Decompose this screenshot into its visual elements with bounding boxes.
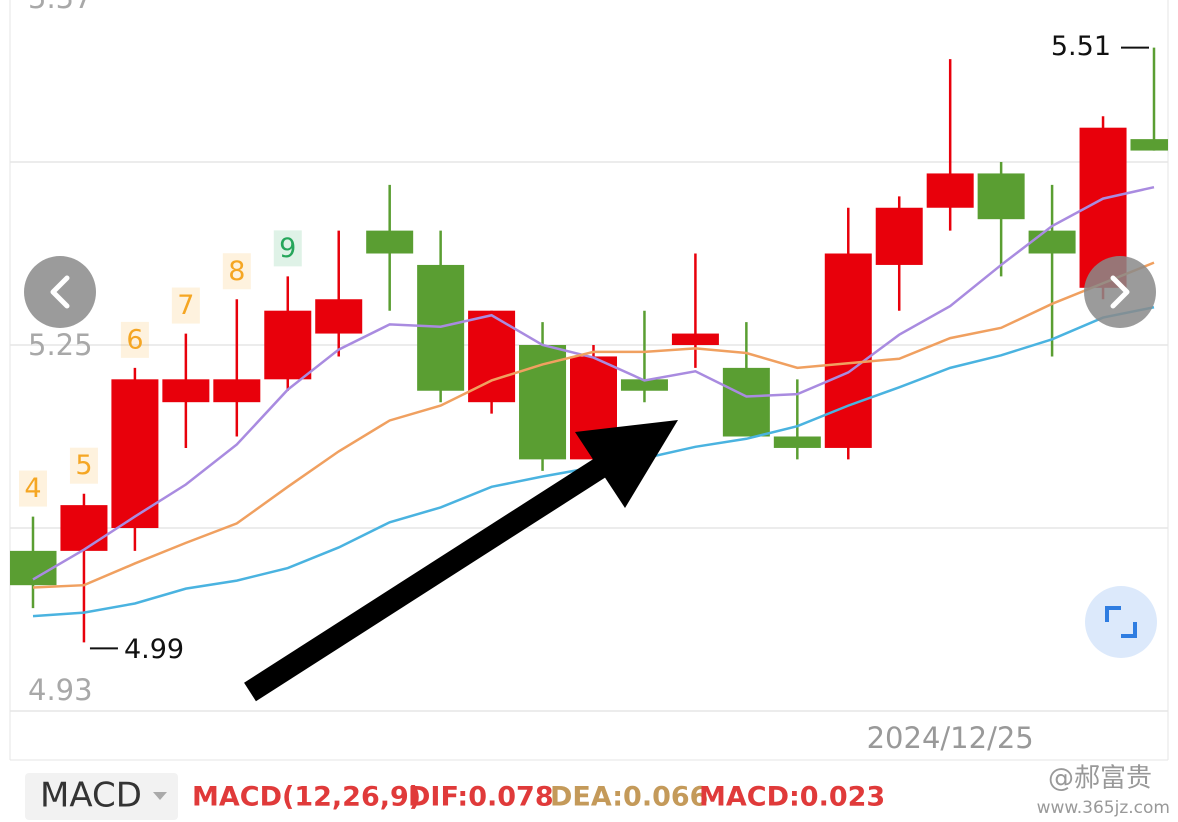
candle-body <box>722 367 770 437</box>
expand-icon[interactable] <box>1105 606 1121 622</box>
indicator-selector[interactable]: MACD <box>25 773 178 820</box>
candle-body <box>10 550 57 586</box>
td-label: 8 <box>228 256 245 287</box>
candle-body <box>977 173 1025 220</box>
labels: 4.93 5.25 5.57 2024/12/25 5.51 4.99 4 5 6 7 8 9 <box>19 0 1149 755</box>
candle-body <box>926 173 974 208</box>
macd-params: MACD(12,26,9) <box>192 782 421 813</box>
candle-body <box>111 379 159 528</box>
candle-body <box>671 333 719 345</box>
dif-value: DIF:0.078 <box>408 782 554 813</box>
selector-text[interactable]: MACD <box>40 776 142 816</box>
arrow-shaft <box>244 445 626 702</box>
td-label-bg <box>120 321 149 358</box>
y-tick-label: 4.93 <box>28 673 93 707</box>
expand-button-bg[interactable] <box>1085 586 1157 658</box>
y-tick-label: 5.57 <box>28 0 93 15</box>
x-tick-label: 2024/12/25 <box>867 721 1034 755</box>
arrow-head <box>575 420 678 508</box>
td-label-bg <box>222 253 251 290</box>
candle-body <box>366 230 414 254</box>
prev-button[interactable] <box>24 256 96 328</box>
grid <box>10 161 1168 712</box>
candle-body <box>620 379 668 391</box>
watermark-url: www.365jz.com <box>1037 798 1170 818</box>
next-icon[interactable] <box>1110 275 1130 309</box>
watermark-name: @郝富贵 <box>1048 764 1152 794</box>
candle-body <box>213 379 261 403</box>
annotation-arrow <box>244 420 678 702</box>
low-label: 4.99 <box>124 634 184 665</box>
candle-body <box>519 345 567 460</box>
td-label-bg <box>273 230 302 267</box>
next-button-bg[interactable] <box>1084 256 1156 328</box>
y-tick-label: 5.25 <box>28 328 93 362</box>
moving-average-line <box>32 185 1155 581</box>
td-label-bg <box>171 287 200 324</box>
td-label-bg <box>69 447 98 484</box>
candle-body <box>162 379 210 403</box>
candle-body <box>60 505 108 551</box>
candle-body <box>1028 230 1076 254</box>
moving-average-line <box>32 261 1155 589</box>
prev-icon[interactable] <box>50 275 70 309</box>
plot-area <box>10 47 1168 643</box>
selector-caret[interactable] <box>153 792 167 800</box>
candle-body <box>824 253 872 448</box>
candle-body <box>264 310 312 380</box>
expand-icon[interactable] <box>1121 622 1137 638</box>
td-label-bg <box>19 470 47 507</box>
macd-value: MACD:0.023 <box>699 782 885 813</box>
selector-bg[interactable] <box>25 773 178 820</box>
td-label: 4 <box>24 473 41 504</box>
candle-body <box>773 436 821 448</box>
candle-body <box>1130 139 1168 151</box>
expand-button[interactable] <box>1085 586 1157 658</box>
prev-button-bg[interactable] <box>24 256 96 328</box>
dea-value: DEA:0.066 <box>550 782 708 813</box>
td-label: 7 <box>177 290 194 321</box>
next-button[interactable] <box>1084 256 1156 328</box>
candle-body <box>875 207 923 265</box>
high-label: 5.51 <box>1051 31 1111 62</box>
td-label: 9 <box>279 233 296 264</box>
td-label: 6 <box>126 324 143 355</box>
td-label: 5 <box>75 450 92 481</box>
candle-body <box>315 299 363 334</box>
